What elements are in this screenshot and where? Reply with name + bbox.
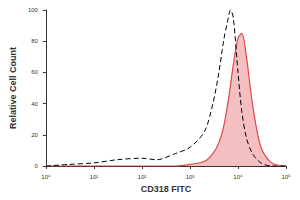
svg-text:60: 60 — [31, 69, 38, 75]
svg-text:0: 0 — [35, 163, 39, 169]
svg-text:10⁴: 10⁴ — [233, 174, 243, 180]
svg-text:10³: 10³ — [186, 174, 195, 180]
svg-text:80: 80 — [31, 38, 38, 44]
svg-text:Relative Cell Count: Relative Cell Count — [8, 47, 18, 129]
svg-text:40: 40 — [31, 101, 38, 107]
svg-text:100: 100 — [28, 7, 39, 13]
svg-text:10²: 10² — [138, 174, 147, 180]
svg-text:10⁵: 10⁵ — [281, 174, 291, 180]
svg-text:CD318 FITC: CD318 FITC — [141, 184, 192, 194]
svg-text:10⁰: 10⁰ — [41, 174, 51, 180]
svg-text:20: 20 — [31, 132, 38, 138]
svg-text:10¹: 10¹ — [90, 174, 99, 180]
